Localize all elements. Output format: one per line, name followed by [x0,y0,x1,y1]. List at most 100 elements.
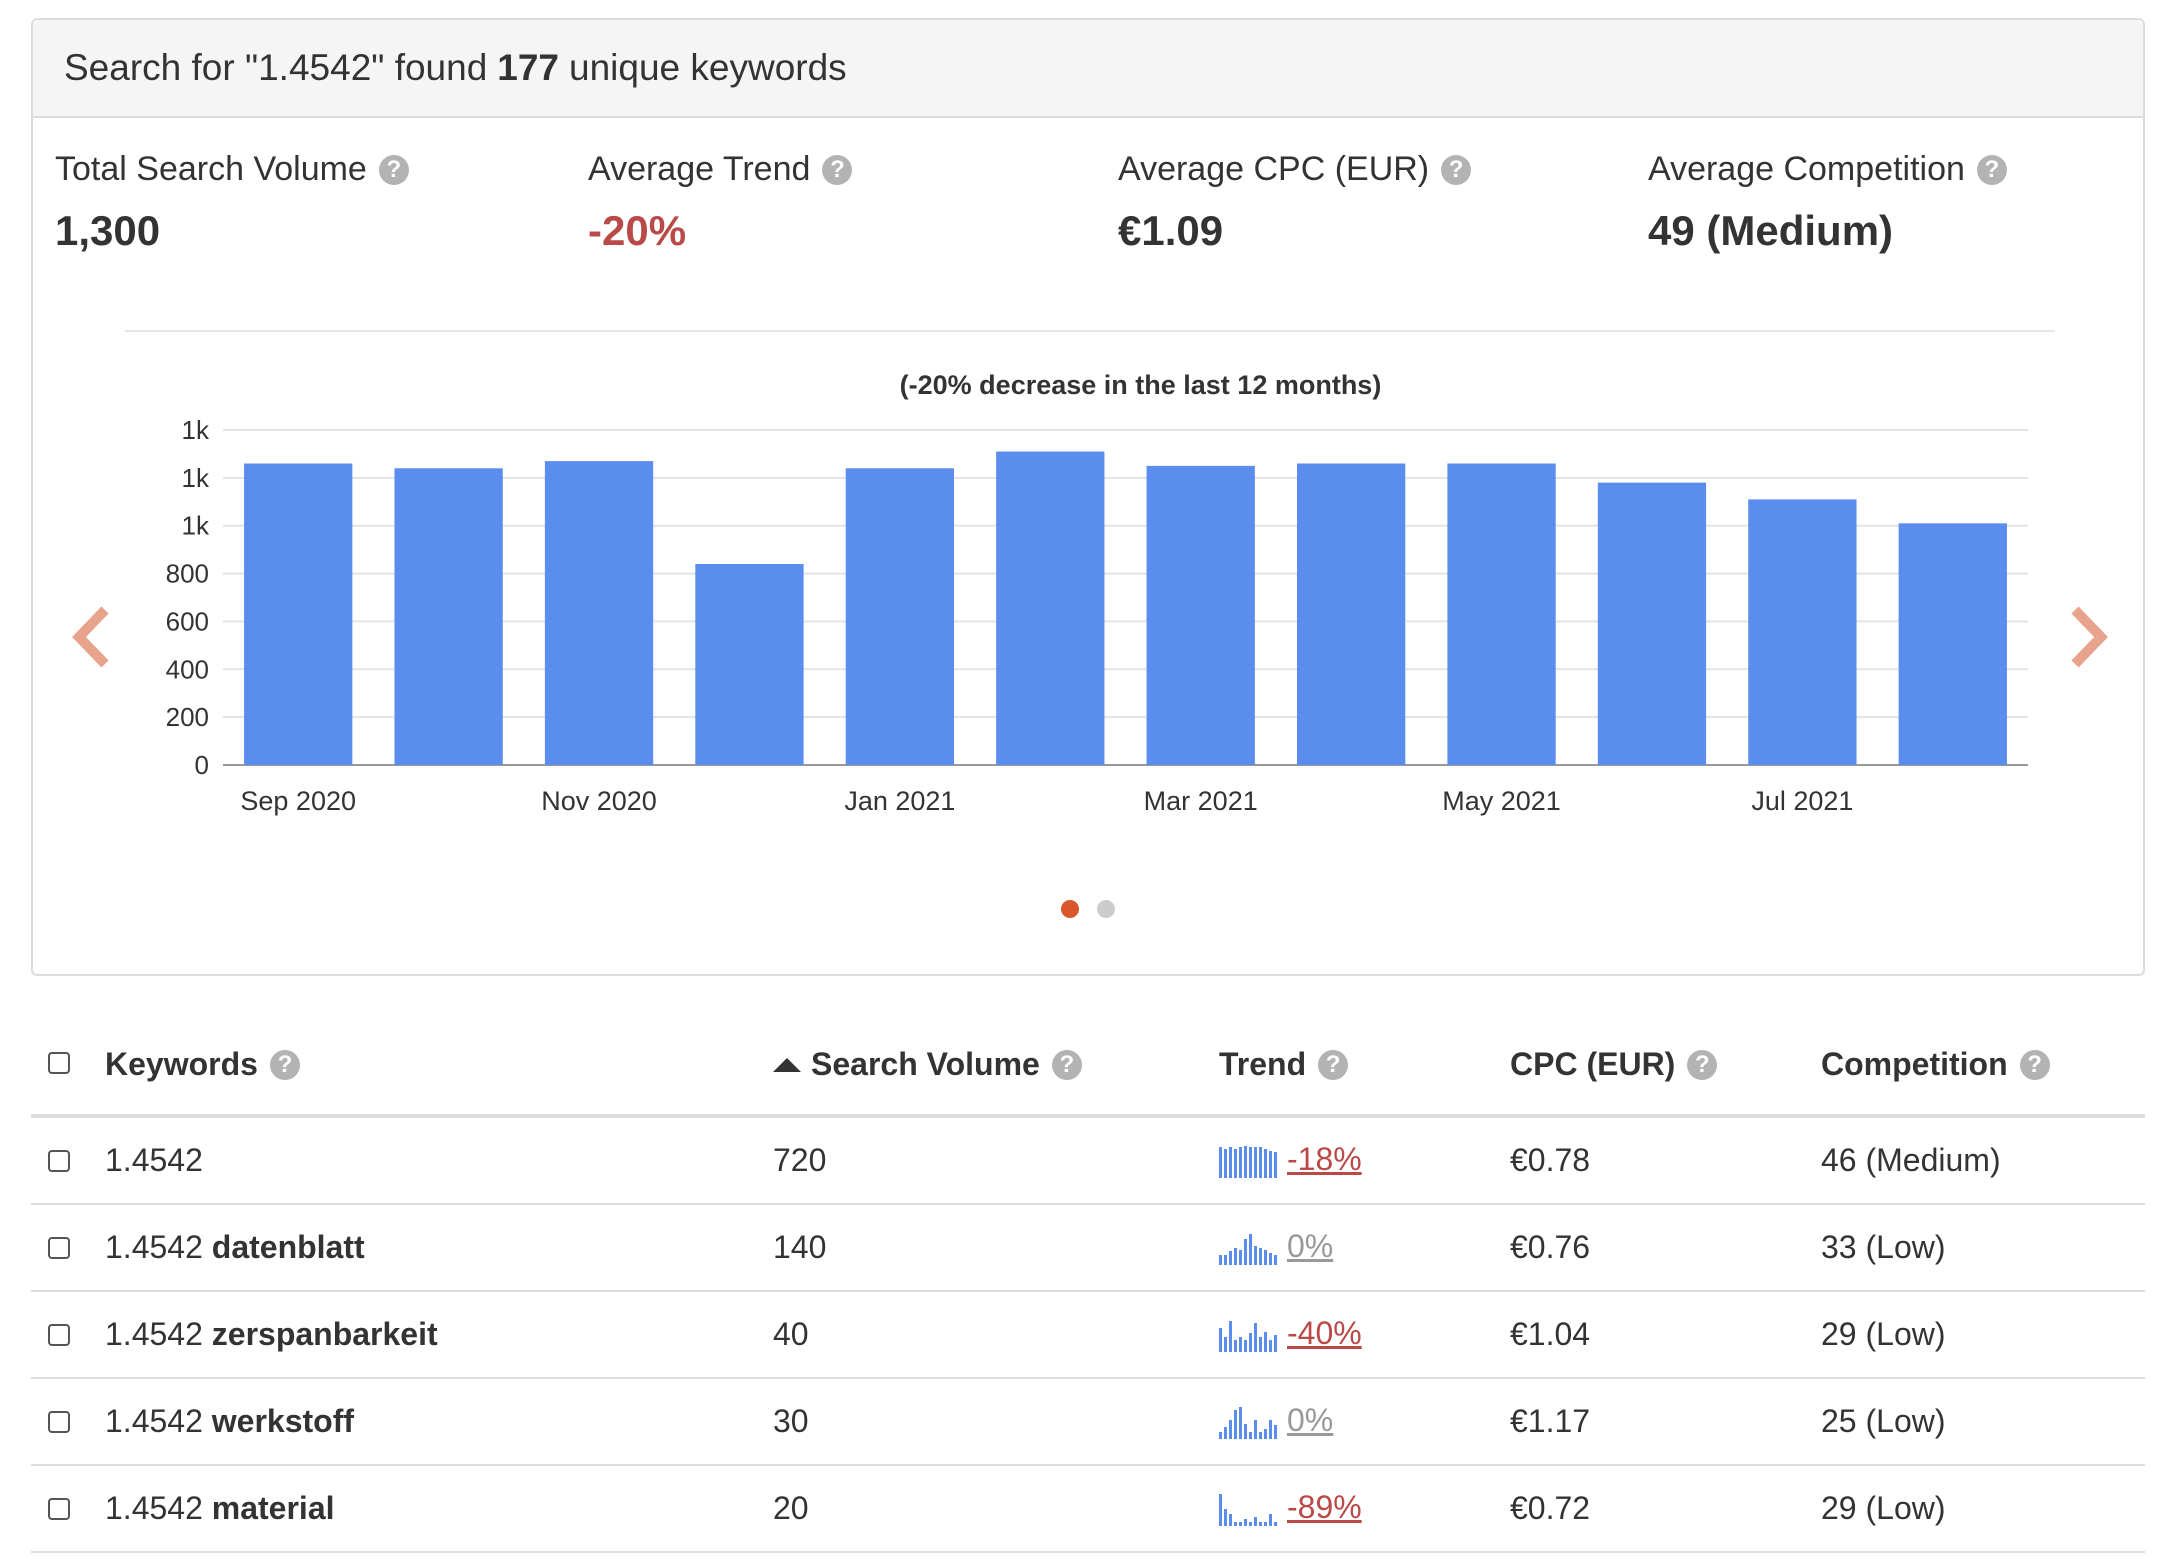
competition-cell: 33 (Low) [1821,1229,1946,1265]
sparkline-bar [1224,1509,1227,1526]
cpc-cell: €0.76 [1510,1229,1591,1265]
summary-panel: Search for "1.4542" found 177 unique key… [31,18,2145,976]
sparkline-bar [1269,1420,1272,1439]
table-row[interactable]: 1.4542 werkstoff 30 0% €1.17 25 (Low) [31,1379,2145,1466]
sparkline-bar [1244,1239,1247,1265]
table-row[interactable]: 1.4542 zerspanbarkeit 40 -40% €1.04 29 (Low) [31,1292,2145,1379]
column-keywords[interactable]: Keywords? [105,1046,300,1083]
select-all-checkbox[interactable] [48,1052,70,1074]
sparkline-bar [1259,1522,1262,1526]
x-tick-label: Jul 2021 [1751,786,1853,816]
sparkline-bar [1239,1407,1242,1439]
row-checkbox[interactable] [48,1237,70,1259]
keyword-cell[interactable]: 1.4542 datenblatt [105,1229,365,1266]
keyword-suffix: datenblatt [211,1229,365,1265]
sparkline-bar [1234,1410,1237,1439]
sparkline-bar [1259,1337,1262,1352]
competition-cell: 46 (Medium) [1821,1142,2001,1178]
sparkline-bar [1274,1522,1277,1526]
sparkline [1219,1142,1277,1178]
help-icon[interactable]: ? [378,154,409,185]
y-tick-label: 1k [182,511,210,541]
row-checkbox[interactable] [48,1411,70,1433]
sparkline-bar [1259,1147,1262,1178]
trend-cell: -89% [1219,1486,1362,1526]
table-row[interactable]: 1.4542 material 20 -89% €0.72 29 (Low) [31,1466,2145,1553]
y-tick-label: 800 [166,559,209,589]
keyword-base: 1.4542 [105,1403,203,1439]
table-header: Keywords? Search Volume? Trend? CPC (EUR… [31,1010,2145,1118]
keyword-cell[interactable]: 1.4542 [105,1142,203,1179]
sparkline-bar [1274,1425,1277,1439]
sparkline-bar [1269,1340,1272,1352]
sparkline-bar [1224,1149,1227,1178]
table-body: 1.4542 720 -18% €0.78 46 (Medium) 1.4542 dat… [31,1118,2145,1553]
chart-bar [1146,465,1255,765]
keyword-base: 1.4542 [105,1316,203,1352]
keyword-cell[interactable]: 1.4542 zerspanbarkeit [105,1316,438,1353]
column-trend[interactable]: Trend? [1219,1046,1349,1083]
y-tick-label: 1k [182,463,210,493]
table-row[interactable]: 1.4542 720 -18% €0.78 46 (Medium) [31,1118,2145,1205]
keyword-suffix: material [211,1490,335,1526]
column-search-volume[interactable]: Search Volume? [773,1046,1082,1083]
x-tick-label: Sep 2020 [240,786,356,816]
help-icon[interactable]: ? [1051,1049,1082,1080]
y-tick-label: 400 [166,654,209,684]
help-icon[interactable]: ? [1976,154,2007,185]
row-checkbox[interactable] [48,1324,70,1346]
stat-label: Total Search Volume [55,150,367,188]
help-icon[interactable]: ? [2019,1049,2050,1080]
row-checkbox[interactable] [48,1498,70,1520]
panel-heading: Search for "1.4542" found 177 unique key… [33,20,2143,118]
x-tick-label: Nov 2020 [541,786,657,816]
keyword-base: 1.4542 [105,1142,203,1178]
x-tick-label: May 2021 [1442,786,1561,816]
chevron-left-icon[interactable] [67,602,117,672]
sparkline-bar [1234,1340,1237,1352]
help-icon[interactable]: ? [822,154,853,185]
heading-prefix: Search for "1.4542" found [64,47,488,88]
carousel-dot[interactable] [1097,900,1115,918]
stat-value: -20% [588,207,687,254]
table-row[interactable]: 1.4542 datenblatt 140 0% €0.76 33 (Low) [31,1205,2145,1292]
trend-link[interactable]: 0% [1287,1402,1334,1438]
y-tick-label: 0 [195,750,209,780]
sparkline-bar [1249,1333,1252,1352]
sparkline-bar [1219,1494,1222,1526]
sort-ascending-icon [773,1057,801,1072]
y-tick-label: 600 [166,606,209,636]
chart-bar [394,468,503,765]
sparkline-bar [1254,1420,1257,1439]
trend-link[interactable]: -40% [1287,1315,1362,1351]
column-cpc[interactable]: CPC (EUR)? [1510,1046,1718,1083]
trend-link[interactable]: -18% [1287,1141,1362,1177]
sparkline-bar [1244,1424,1247,1439]
trend-link[interactable]: -89% [1287,1489,1362,1525]
cpc-cell: €0.78 [1510,1142,1591,1178]
column-competition[interactable]: Competition? [1821,1046,2050,1083]
help-icon[interactable]: ? [1318,1049,1349,1080]
keyword-cell[interactable]: 1.4542 werkstoff [105,1403,354,1440]
help-icon[interactable]: ? [1687,1049,1718,1080]
sparkline-bar [1239,1522,1242,1526]
sparkline-bar [1254,1517,1257,1526]
search-volume-cell: 720 [773,1142,827,1178]
sparkline [1219,1490,1277,1526]
carousel-dot-active[interactable] [1061,900,1079,918]
chevron-right-icon[interactable] [2063,602,2113,672]
trend-cell: 0% [1219,1225,1333,1265]
trend-link[interactable]: 0% [1287,1228,1334,1264]
sparkline-bar [1224,1337,1227,1352]
sparkline-bar [1269,1514,1272,1526]
search-volume-cell: 140 [773,1229,827,1265]
help-icon[interactable]: ? [1441,154,1472,185]
stat-average-trend: Average Trend? -20% [588,150,853,255]
sparkline-bar [1224,1255,1227,1265]
row-checkbox[interactable] [48,1150,70,1172]
help-icon[interactable]: ? [269,1049,300,1080]
keyword-suffix: werkstoff [211,1403,355,1439]
keyword-cell[interactable]: 1.4542 material [105,1490,335,1527]
trend-cell: 0% [1219,1399,1333,1439]
sparkline-bar [1264,1250,1267,1265]
